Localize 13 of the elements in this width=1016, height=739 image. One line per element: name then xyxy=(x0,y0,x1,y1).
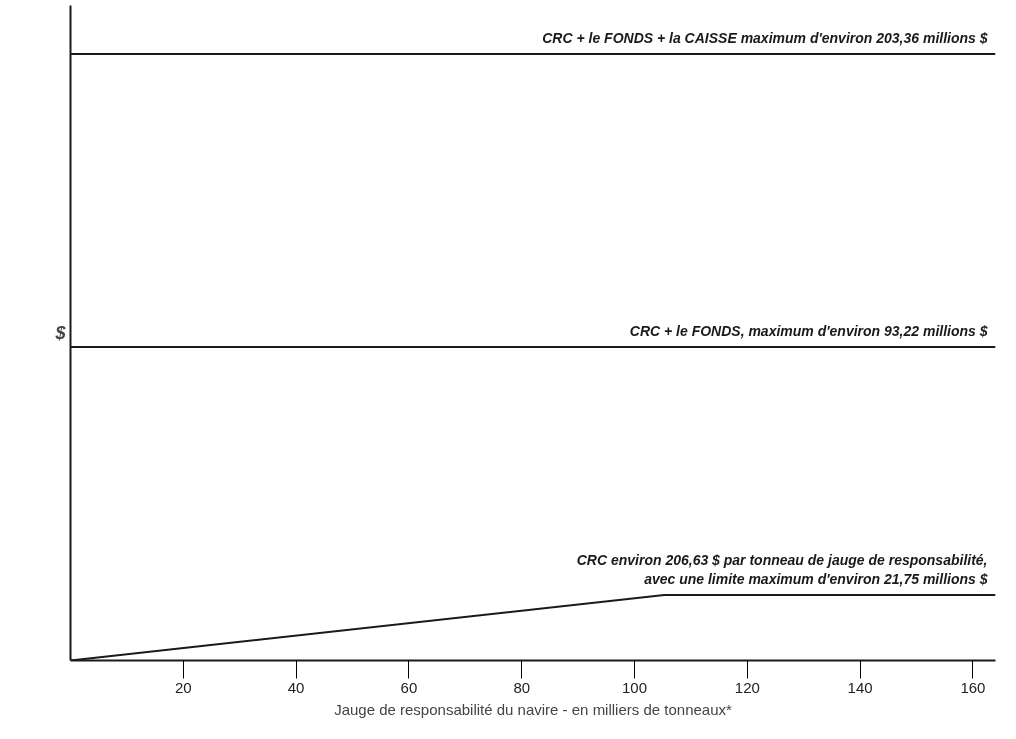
y-axis-title: $ xyxy=(54,323,67,343)
x-tick-label: 20 xyxy=(174,678,192,696)
x-tick-label: 80 xyxy=(513,678,531,696)
x-tick-label: 60 xyxy=(400,678,418,696)
x-tick-label: 160 xyxy=(960,678,986,696)
annotation: CRC environ 206,63 $ par tonneau de jauge de responsabilité, avec une limite maximum d'environ 21,75 millions $ xyxy=(576,551,988,587)
x-axis-title: Jauge de responsabilité du navire - en milliers de tonneaux* xyxy=(334,700,733,718)
x-tick-label: 40 xyxy=(287,678,305,696)
annotation: CRC + le FONDS, maximum d'environ 93,22 millions $ xyxy=(629,322,988,339)
text: CRC + le FONDS + la CAISSE maximum d'environ 203,36 millions $ xyxy=(542,30,988,47)
x-tick-label: 100 xyxy=(622,678,648,696)
x-tick-label: 120 xyxy=(734,678,760,696)
x-tick-label: 140 xyxy=(847,678,873,696)
